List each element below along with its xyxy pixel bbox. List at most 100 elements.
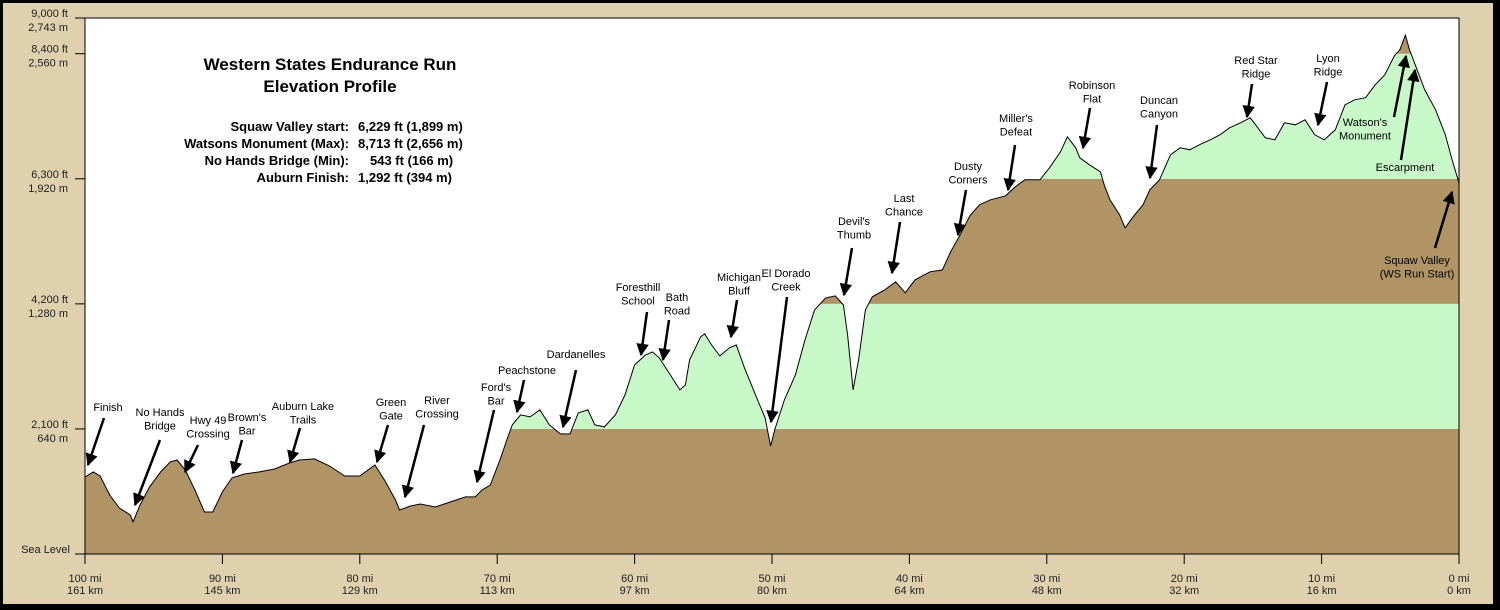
landmark-label-line: Auburn Lake — [272, 401, 334, 413]
landmark-label-line: Foresthill — [616, 282, 661, 294]
landmark-label: Hwy 49 Crossing — [186, 415, 229, 441]
x-tick-label-mi: 10 mi — [1308, 573, 1335, 585]
x-tick-label-km: 161 km — [67, 585, 103, 597]
y-tick-label-ft: 9,000 ft — [31, 8, 68, 20]
x-tick-label-mi: 0 mi — [1449, 573, 1470, 585]
arrow-icon — [85, 417, 106, 467]
landmark-label-line: Duncan — [1140, 95, 1178, 107]
landmark-arrows — [85, 54, 1455, 507]
profile-line — [84, 33, 1460, 524]
chart-title-line-2: Elevation Profile — [263, 77, 396, 96]
stat-label: No Hands Bridge (Min): — [205, 153, 349, 168]
landmark-label-line: Dusty — [954, 161, 983, 173]
landmark-label: Finish — [93, 402, 122, 414]
landmark-label-line: Canyon — [1140, 109, 1178, 121]
arrow-icon — [636, 311, 649, 357]
landmark-label-line: Robinson — [1069, 80, 1115, 92]
landmark-label: Robinson Flat — [1069, 80, 1115, 106]
landmark-label-line: Bar — [487, 396, 504, 408]
y-tick-label-m: 2,560 m — [28, 58, 68, 70]
landmark-label-line: Chance — [885, 207, 923, 219]
x-tick-label-km: 129 km — [342, 585, 378, 597]
landmark-label-line: Red Star — [1234, 55, 1278, 67]
landmark-label-line: Lyon — [1316, 53, 1339, 65]
x-tick-label-mi: 100 mi — [68, 573, 101, 585]
chart-title-line-1: Western States Endurance Run — [204, 55, 457, 74]
arrow-icon — [1392, 54, 1410, 118]
landmark-label-line: Michigan — [717, 272, 761, 284]
landmark-label: Squaw Valley (WS Run Start) — [1380, 255, 1455, 281]
landmark-label-line: Bluff — [728, 286, 751, 298]
landmark-label-line: Last — [894, 193, 915, 205]
landmark-label-line: Dardanelles — [547, 349, 606, 361]
landmark-label: Watson's Monument — [1339, 117, 1391, 143]
y-tick-label-m: 640 m — [37, 433, 68, 445]
landmark-label-line: Escarpment — [1376, 162, 1435, 174]
y-tick-label-ft: 4,200 ft — [31, 294, 68, 306]
x-tick-label-km: 0 km — [1447, 585, 1471, 597]
landmark-label-line: Gate — [379, 411, 403, 423]
landmark-label-line: Watson's — [1343, 117, 1388, 129]
x-tick-label-mi: 80 mi — [346, 573, 373, 585]
landmark-label-line: Thumb — [837, 230, 871, 242]
arrow-icon — [1003, 144, 1017, 192]
landmark-label: Michigan Bluff — [717, 272, 761, 298]
landmark-label: Auburn Lake Trails — [272, 401, 334, 427]
x-tick-label-mi: 20 mi — [1171, 573, 1198, 585]
landmark-label-line: Brown's — [228, 412, 267, 424]
stat-value: 1,292 ft (394 m) — [358, 170, 452, 185]
landmark-label: Ford's Bar — [481, 382, 512, 408]
landmark-label-line: School — [621, 296, 655, 308]
landmark-label: Last Chance — [885, 193, 923, 219]
landmark-label-line: Trails — [290, 415, 317, 427]
stat-value: 543 ft (166 m) — [370, 153, 453, 168]
arrow-icon — [887, 221, 902, 275]
landmark-label-line: No Hands — [136, 407, 185, 419]
landmark-label: El Dorado Creek — [762, 268, 811, 294]
arrow-icon — [513, 379, 526, 414]
arrow-icon — [1399, 68, 1420, 161]
x-tick-label-mi: 40 mi — [896, 573, 923, 585]
x-tick-label-mi: 50 mi — [759, 573, 786, 585]
x-tick-label-km: 145 km — [204, 585, 240, 597]
arrow-icon — [726, 299, 739, 339]
stat-value: 8,713 ft (2,656 m) — [358, 136, 463, 151]
arrow-icon — [229, 439, 244, 475]
landmark-label-line: Corners — [948, 175, 988, 187]
landmark-label: Dardanelles — [547, 349, 606, 361]
landmark-label-line: Bath — [666, 292, 689, 304]
stat-label: Squaw Valley start: — [231, 119, 350, 134]
landmark-label-line: Ford's — [481, 382, 512, 394]
landmark-label: Green Gate — [376, 397, 407, 423]
x-tick-label-km: 32 km — [1169, 585, 1199, 597]
stat-label: Watsons Monument (Max): — [184, 136, 349, 151]
arrow-icon — [766, 296, 789, 424]
x-tick-label-km: 64 km — [894, 585, 924, 597]
x-tick-label-mi: 90 mi — [209, 573, 236, 585]
stat-value: 6,229 ft (1,899 m) — [358, 119, 463, 134]
x-tick-label-mi: 30 mi — [1033, 573, 1060, 585]
landmark-label: No Hands Bridge — [136, 407, 185, 433]
arrow-icon — [559, 369, 578, 429]
x-tick-label-km: 16 km — [1307, 585, 1337, 597]
landmark-label: Escarpment — [1376, 162, 1435, 174]
arrow-icon — [953, 189, 968, 237]
landmark-label: Peachstone — [498, 365, 556, 377]
x-tick-label-km: 113 km — [480, 585, 515, 597]
landmark-label-line: Hwy 49 — [190, 415, 227, 427]
landmark-label: Red Star Ridge — [1234, 55, 1278, 81]
arrow-icon — [1433, 190, 1455, 249]
landmark-label-line: Miller's — [999, 113, 1033, 125]
arrow-icon — [287, 427, 302, 464]
landmark-label: Foresthill School — [616, 282, 661, 308]
landmark-label-line: Peachstone — [498, 365, 556, 377]
arrow-icon — [473, 409, 496, 484]
landmark-label: Lyon Ridge — [1314, 53, 1343, 79]
arrow-icon — [1242, 83, 1255, 119]
landmark-label: Bath Road — [664, 292, 690, 318]
y-axis: 9,000 ft 2,743 m 8,400 ft 2,560 m 6,300 ft 1,… — [21, 8, 85, 556]
stat-label: Auburn Finish: — [257, 170, 349, 185]
landmark-label-line: Ridge — [1242, 69, 1271, 81]
